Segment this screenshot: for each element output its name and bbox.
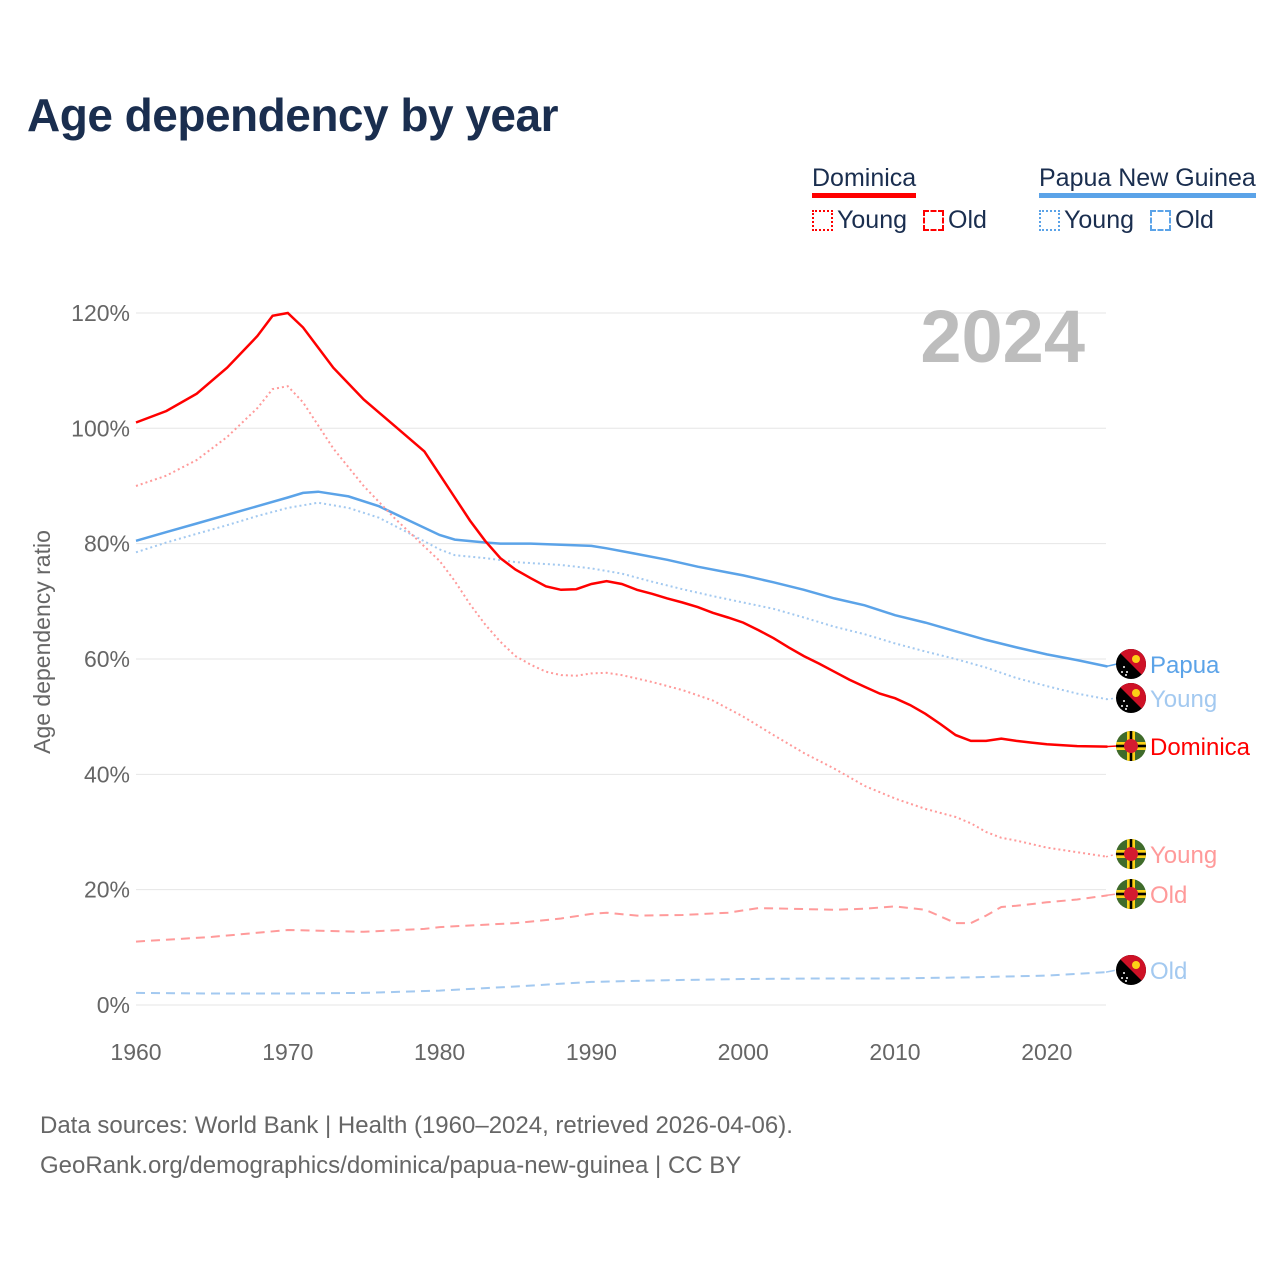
dominica-flag-icon: [1116, 879, 1146, 909]
source-line-2[interactable]: GeoRank.org/demographics/dominica/papua-…: [40, 1152, 742, 1179]
y-tick-label: 100%: [71, 415, 130, 441]
y-tick-label: 120%: [71, 300, 130, 326]
papua-new-guinea-flag-icon: [1116, 955, 1146, 985]
papua-new-guinea-flag-icon: [1116, 649, 1146, 679]
end-label: Dominica: [1150, 734, 1251, 761]
legend-label: Old: [1175, 206, 1214, 234]
y-axis-label: Age dependency ratio: [29, 530, 55, 754]
x-tick-label: 2010: [869, 1039, 920, 1065]
papua-new-guinea-flag-icon: [1116, 683, 1146, 713]
y-tick-label: 80%: [84, 531, 130, 557]
y-tick-label: 20%: [84, 877, 130, 903]
legend-dominica[interactable]: Dominica Young Old: [812, 163, 987, 235]
series-line-dominica[interactable]: [135, 311, 1108, 748]
legend-papua-new-guinea[interactable]: Papua New Guinea Young Old: [1039, 163, 1256, 235]
end-label: Young: [1150, 686, 1217, 713]
x-tick-label: 1970: [262, 1039, 313, 1065]
end-label: Old: [1150, 882, 1187, 909]
dashed-swatch-icon: [923, 210, 944, 231]
y-tick-label: 60%: [84, 646, 130, 672]
series-line-dominica-old[interactable]: [135, 894, 1108, 943]
legend-label: Young: [1064, 206, 1134, 234]
x-tick-label: 1960: [110, 1039, 161, 1065]
legend-png-label: Papua New Guinea: [1039, 163, 1256, 198]
end-connector: [1105, 745, 1118, 748]
end-connector: [1105, 697, 1118, 701]
x-tick-label: 2020: [1021, 1039, 1072, 1065]
series-line-papua-new-guinea[interactable]: [135, 490, 1108, 668]
series-line-papua-new-guinea-young[interactable]: [135, 501, 1108, 701]
legend-label: Young: [837, 206, 907, 234]
end-label: Papua: [1150, 652, 1220, 679]
dominica-flag-icon: [1116, 839, 1146, 869]
chart-title: Age dependency by year: [27, 89, 558, 141]
series-line-dominica-young[interactable]: [135, 385, 1108, 858]
y-tick-label: 0%: [97, 992, 130, 1018]
x-tick-label: 1990: [566, 1039, 617, 1065]
end-connector: [1105, 853, 1118, 858]
series-line-papua-new-guinea-old[interactable]: [135, 971, 1108, 995]
legend-dominica-young[interactable]: Young: [812, 206, 907, 235]
y-tick-label: 40%: [84, 761, 130, 787]
end-label: Old: [1150, 958, 1187, 985]
year-watermark: 2024: [920, 295, 1085, 378]
dashed-swatch-icon: [1150, 210, 1171, 231]
end-connector: [1105, 893, 1118, 897]
dotted-swatch-icon: [812, 210, 833, 231]
legend-dominica-label: Dominica: [812, 163, 917, 198]
source-note: Data sources: World Bank | Health (1960–…: [40, 1106, 793, 1186]
source-line-1: Data sources: World Bank | Health (1960–…: [40, 1112, 793, 1139]
legend-dominica-old[interactable]: Old: [923, 206, 987, 235]
dotted-swatch-icon: [1039, 210, 1060, 231]
x-tick-label: 1980: [414, 1039, 465, 1065]
legend-png-old[interactable]: Old: [1150, 206, 1214, 235]
x-tick-label: 2000: [718, 1039, 769, 1065]
dominica-flag-icon: [1116, 731, 1146, 761]
end-connector: [1105, 663, 1118, 668]
end-label: Young: [1150, 842, 1217, 869]
legend-label: Old: [948, 206, 987, 234]
legend-png-young[interactable]: Young: [1039, 206, 1134, 235]
end-connector: [1105, 969, 1118, 973]
